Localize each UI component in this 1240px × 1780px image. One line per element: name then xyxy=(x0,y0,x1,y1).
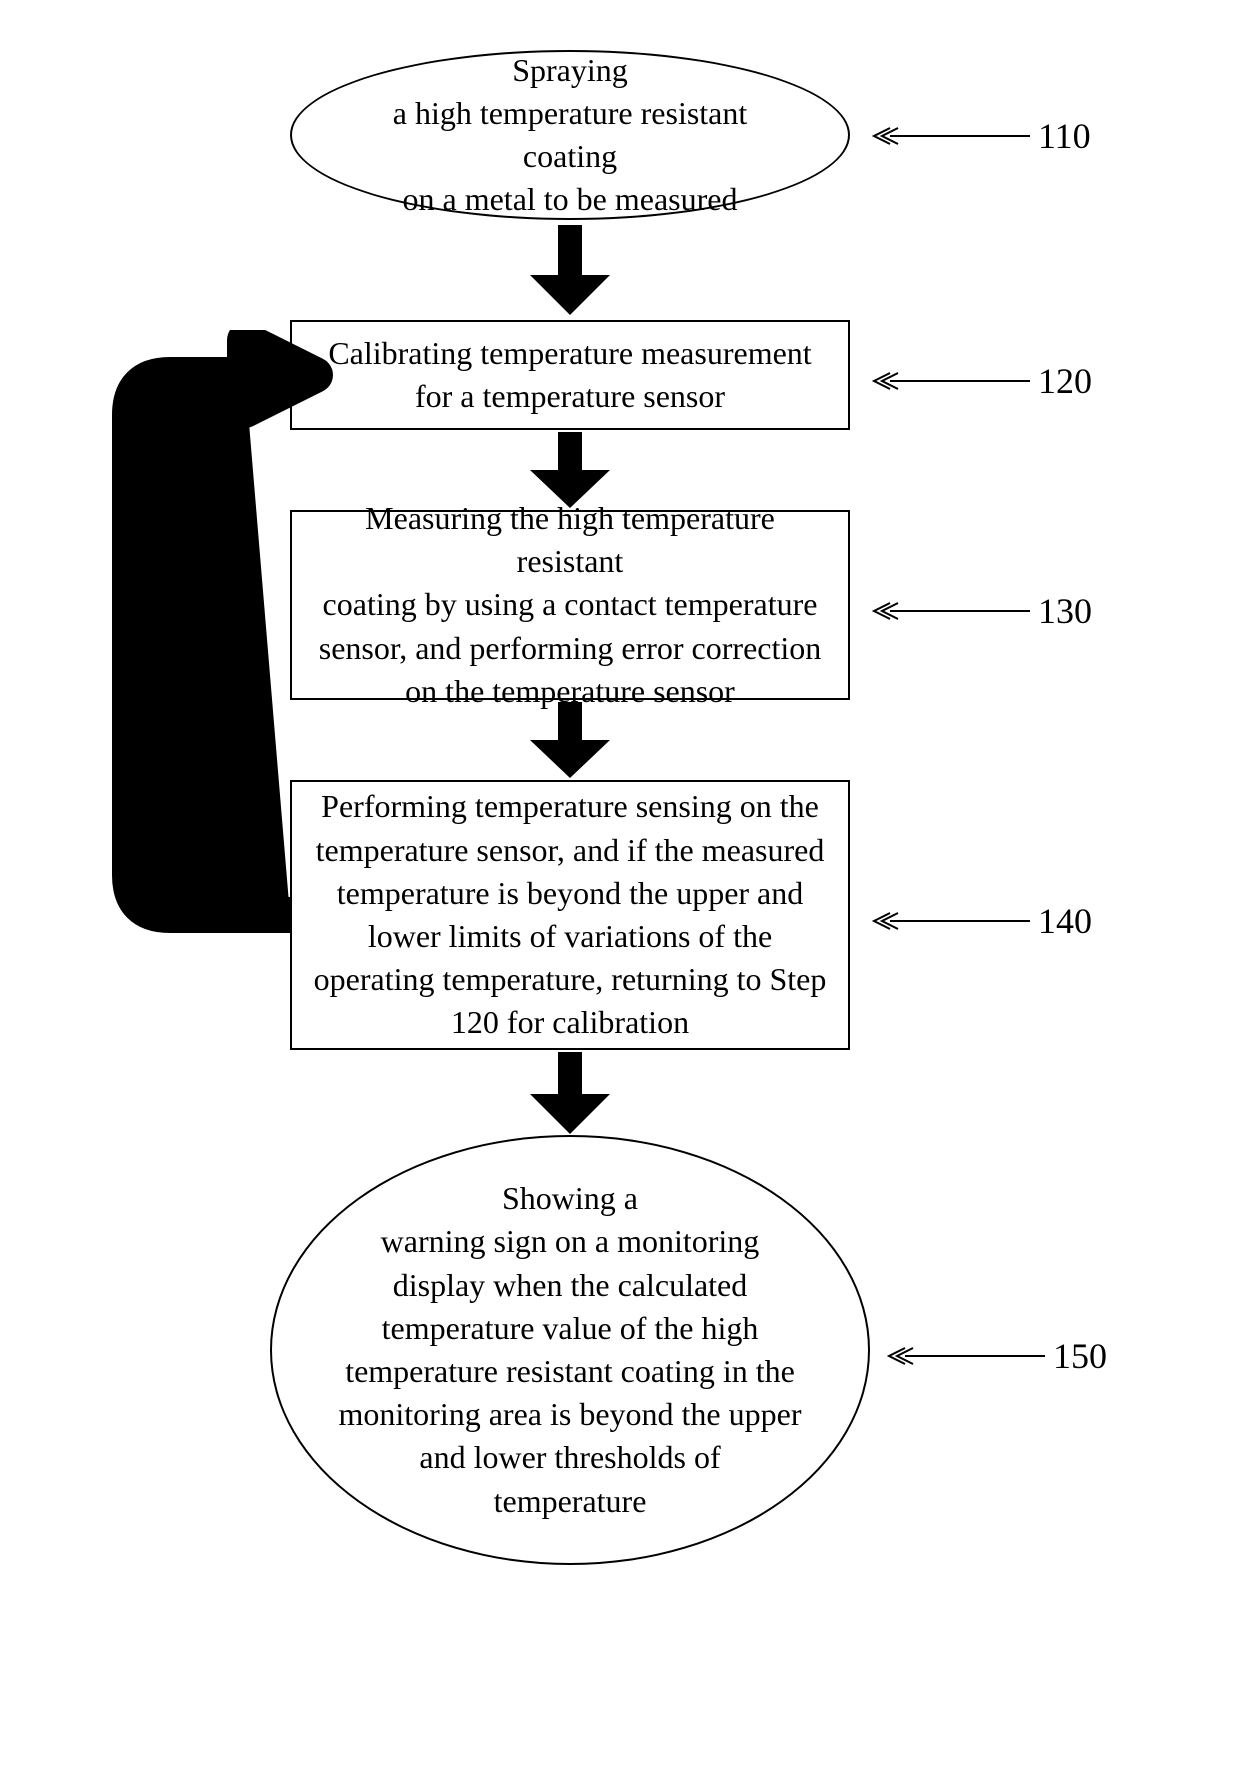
node-110: Sprayinga high temperature resistant coa… xyxy=(290,50,850,220)
node-110-text: Sprayinga high temperature resistant coa… xyxy=(342,49,798,222)
ref-110: 110 xyxy=(870,115,1091,157)
node-120-text: Calibrating temperature measurementfor a… xyxy=(328,332,811,418)
node-150-text: Showing awarning sign on a monitoringdis… xyxy=(339,1177,802,1523)
node-120: Calibrating temperature measurementfor a… xyxy=(290,320,850,430)
node-130-text: Measuring the high temperature resistant… xyxy=(312,497,828,713)
flowchart-canvas: Sprayinga high temperature resistant coa… xyxy=(70,40,1170,1740)
arrow-140-150 xyxy=(530,1052,610,1139)
node-130: Measuring the high temperature resistant… xyxy=(290,510,850,700)
loop-arrow-140-120 xyxy=(110,330,340,975)
ref-120: 120 xyxy=(870,360,1092,402)
ref-arrow-icon xyxy=(885,1344,1045,1368)
ref-arrow-icon xyxy=(870,124,1030,148)
node-140-text: Performing temperature sensing on thetem… xyxy=(314,785,827,1044)
ref-150-num: 150 xyxy=(1053,1335,1107,1377)
arrow-120-130 xyxy=(530,432,610,513)
node-150: Showing awarning sign on a monitoringdis… xyxy=(270,1135,870,1565)
ref-130-num: 130 xyxy=(1038,590,1092,632)
arrow-130-140 xyxy=(530,702,610,783)
ref-120-num: 120 xyxy=(1038,360,1092,402)
ref-150: 150 xyxy=(885,1335,1107,1377)
ref-110-num: 110 xyxy=(1038,115,1091,157)
arrow-110-120 xyxy=(530,225,610,320)
node-140: Performing temperature sensing on thetem… xyxy=(290,780,850,1050)
ref-140-num: 140 xyxy=(1038,900,1092,942)
ref-130: 130 xyxy=(870,590,1092,632)
ref-arrow-icon xyxy=(870,909,1030,933)
ref-140: 140 xyxy=(870,900,1092,942)
ref-arrow-icon xyxy=(870,599,1030,623)
ref-arrow-icon xyxy=(870,369,1030,393)
